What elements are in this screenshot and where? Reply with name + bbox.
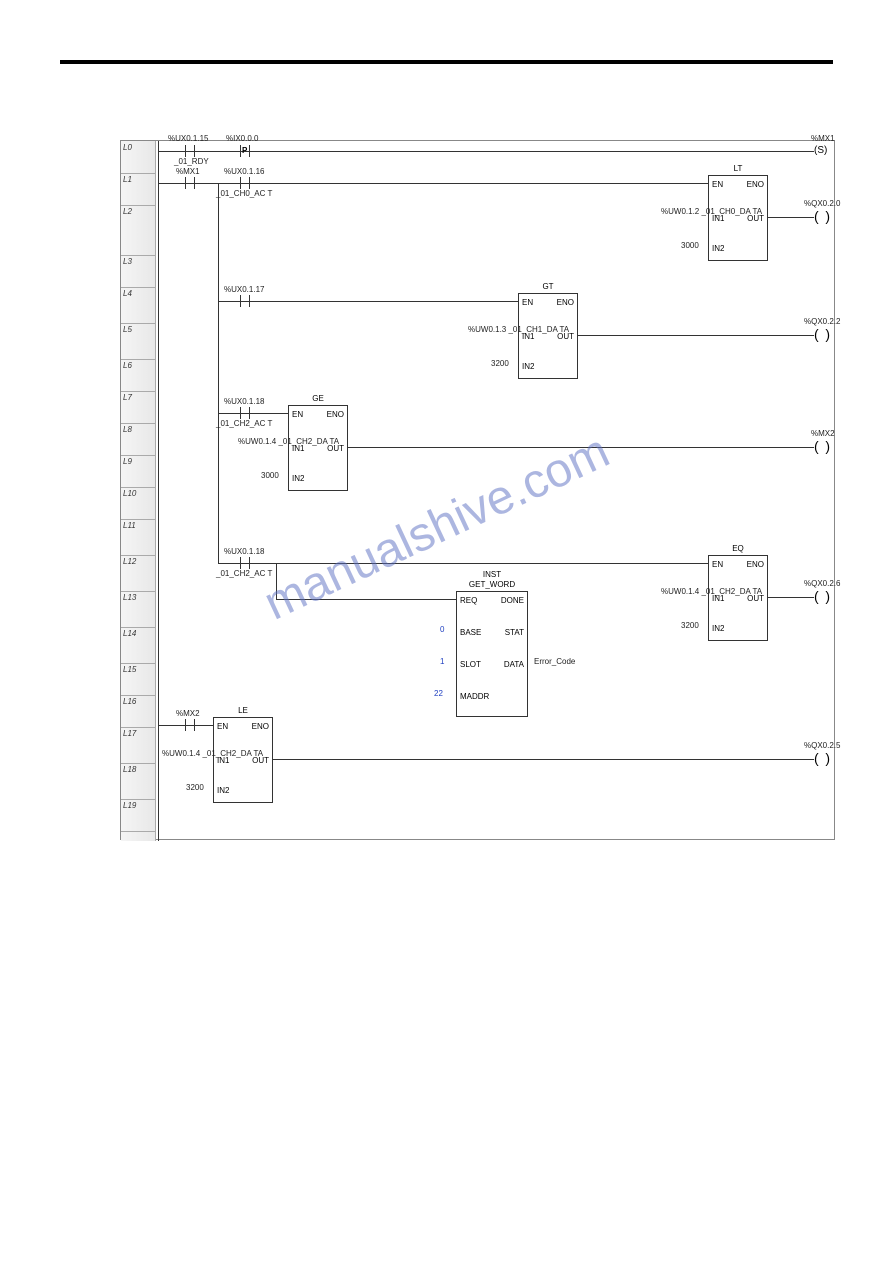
- wire-branch-v: [218, 183, 219, 563]
- wire-ge-out: [348, 447, 814, 448]
- block-ge: GE EN ENO IN1 OUT IN2: [288, 405, 348, 491]
- coil-l2: [814, 211, 830, 223]
- block-lt: LT EN ENO IN1 OUT IN2: [708, 175, 768, 261]
- label-l7a-sub: _01_CH2_AC T: [216, 419, 272, 428]
- label-l0a: %UX0.1.15: [168, 134, 208, 143]
- row-label: L11: [123, 521, 136, 530]
- contact-l7a: [236, 407, 254, 419]
- row-label: L17: [123, 729, 136, 738]
- label-l4a: %UX0.1.17: [224, 285, 264, 294]
- gt-in1: %UW0.1.3 _01_CH1_DA TA: [468, 325, 514, 334]
- block-lt-title: LT: [734, 164, 743, 173]
- eq-in2: 3200: [681, 621, 699, 630]
- label-coil-l17: %QX0.2.5: [804, 741, 840, 750]
- label-l1b: %UX0.1.16: [224, 167, 264, 176]
- wire-l0: [158, 151, 814, 152]
- coil-l17: [814, 753, 830, 765]
- label-coil-l5: %QX0.2.2: [804, 317, 840, 326]
- block-eq-title: EQ: [732, 544, 744, 553]
- le-in2: 3200: [186, 783, 204, 792]
- wire-l4: [218, 301, 518, 302]
- row-label: L7: [123, 393, 132, 402]
- block-getword-sub: GET_WORD: [469, 580, 515, 589]
- block-le-title: LE: [238, 706, 248, 715]
- contact-l0a: [181, 145, 199, 157]
- row-label: L5: [123, 325, 132, 334]
- row-label: L6: [123, 361, 132, 370]
- row-label: L14: [123, 629, 136, 638]
- wire-l11: [218, 563, 708, 564]
- block-getword-inst: INST: [483, 570, 501, 579]
- wire-le-out: [273, 759, 814, 760]
- row-label: L4: [123, 289, 132, 298]
- label-l11a-sub: _01_CH2_AC T: [216, 569, 272, 578]
- getword-base: 0: [440, 625, 444, 634]
- block-le: LE EN ENO IN1 OUT IN2: [213, 717, 273, 803]
- row-label: L13: [123, 593, 136, 602]
- getword-data: Error_Code: [534, 657, 575, 666]
- getword-maddr: 22: [434, 689, 443, 698]
- label-coil-l8: %MX2: [811, 429, 835, 438]
- block-gt-title: GT: [542, 282, 553, 291]
- row-label: L0: [123, 143, 132, 152]
- row-label: L1: [123, 175, 132, 184]
- ge-in2: 3000: [261, 471, 279, 480]
- label-coil-l2: %QX0.2.0: [804, 199, 840, 208]
- label-l0a-sub: _01_RDY: [174, 157, 209, 166]
- wire-getword-h: [276, 599, 456, 600]
- label-coil-l12: %QX0.2.6: [804, 579, 840, 588]
- left-rail: [158, 141, 159, 841]
- label-l0b: %IX0.0.0: [226, 134, 258, 143]
- block-ge-title: GE: [312, 394, 324, 403]
- contact-l0b: P: [236, 145, 254, 157]
- wire-lt-out: [768, 217, 814, 218]
- label-l16a: %MX2: [176, 709, 200, 718]
- lt-in2: 3000: [681, 241, 699, 250]
- contact-l4a: [236, 295, 254, 307]
- row-label: L8: [123, 425, 132, 434]
- eq-in1: %UW0.1.4 _01_CH2_DA TA: [661, 587, 705, 596]
- contact-l11a: [236, 557, 254, 569]
- contact-l1b: [236, 177, 254, 189]
- page-top-border: [60, 60, 833, 64]
- row-label: L19: [123, 801, 136, 810]
- row-label: L9: [123, 457, 132, 466]
- label-l1b-sub: _01_CH0_AC T: [216, 189, 272, 198]
- label-l7a: %UX0.1.18: [224, 397, 264, 406]
- coil-l0: [814, 146, 834, 158]
- gt-in2: 3200: [491, 359, 509, 368]
- getword-slot: 1: [440, 657, 444, 666]
- row-label: L12: [123, 557, 136, 566]
- wire-gt-out: [578, 335, 814, 336]
- wire-getword-v: [276, 563, 277, 599]
- contact-l16a: [181, 719, 199, 731]
- label-l1a: %MX1: [176, 167, 200, 176]
- ladder-diagram: L0 L1 L2 L3 L4 L5 L6 L7 L8 L9 L10 L11 L12 L13 L14 L15 L1…: [120, 140, 835, 840]
- block-gt: GT EN ENO IN1 OUT IN2: [518, 293, 578, 379]
- row-label: L16: [123, 697, 136, 706]
- le-in1: %UW0.1.4 _01_CH2_DA TA: [162, 749, 208, 758]
- block-eq: EQ EN ENO IN1 OUT IN2: [708, 555, 768, 641]
- label-l11a: %UX0.1.18: [224, 547, 264, 556]
- row-label: L3: [123, 257, 132, 266]
- coil-l12: [814, 591, 830, 603]
- row-label-column: L0 L1 L2 L3 L4 L5 L6 L7 L8 L9 L10 L11 L12 L13 L14 L15 L1…: [121, 141, 156, 841]
- row-label: L18: [123, 765, 136, 774]
- coil-l5: [814, 329, 830, 341]
- label-coil-l0: %MX1: [811, 134, 835, 143]
- lt-in1: %UW0.1.2 _01_CH0_DA TA: [661, 207, 705, 216]
- wire-eq-out: [768, 597, 814, 598]
- contact-l1a: [181, 177, 199, 189]
- row-label: L2: [123, 207, 132, 216]
- diagram-content: %UX0.1.15 _01_RDY P %IX0.0.0 %MX1 %MX1 %…: [156, 141, 834, 839]
- coil-l8: [814, 441, 830, 453]
- block-getword: INST GET_WORD REQ DONE BASE STAT SLOT DA…: [456, 591, 528, 717]
- row-label: L15: [123, 665, 136, 674]
- ge-in1: %UW0.1.4 _01_CH2_DA TA: [238, 437, 284, 446]
- row-label: L10: [123, 489, 136, 498]
